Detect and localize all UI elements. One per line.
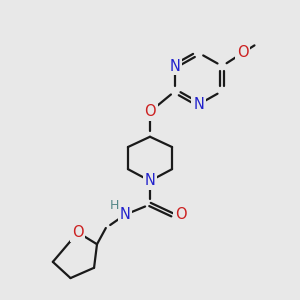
Text: O: O — [175, 207, 187, 222]
Text: N: N — [145, 173, 155, 188]
Text: O: O — [144, 104, 156, 119]
Text: H: H — [110, 199, 119, 212]
Text: N: N — [193, 97, 204, 112]
Text: N: N — [169, 58, 181, 74]
Text: N: N — [119, 207, 130, 222]
Text: O: O — [72, 225, 84, 240]
Text: O: O — [237, 45, 249, 60]
